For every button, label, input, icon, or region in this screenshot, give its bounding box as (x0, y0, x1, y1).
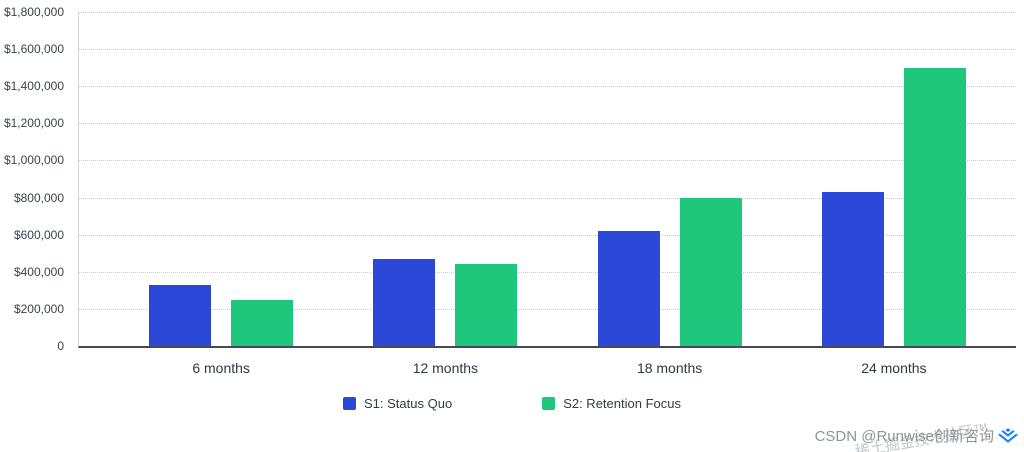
legend-item[interactable]: S1: Status Quo (343, 396, 452, 411)
bar-series2-18-months (679, 197, 742, 346)
y-axis-tick-label: $600,000 (13, 227, 64, 242)
x-axis-tick-label: 18 months (636, 360, 703, 376)
bar-series1-12-months (373, 258, 436, 346)
bar-group: 12 months (373, 258, 518, 376)
gridline (79, 86, 1016, 88)
gridline (79, 308, 1016, 310)
watermark-text: CSDN @Runwise创新咨询 (814, 428, 994, 445)
legend-label: S1: Status Quo (364, 396, 453, 411)
bar-series1-6-months (149, 284, 212, 346)
gridline (79, 123, 1016, 125)
y-axis-tick-label: $1,400,000 (3, 79, 64, 94)
y-axis-tick-label: $1,600,000 (3, 42, 64, 57)
gridline (79, 234, 1016, 236)
gridline (79, 271, 1016, 273)
x-axis-tick-label: 6 months (192, 360, 250, 376)
bars-row (149, 284, 294, 346)
y-axis-tick-label: 0 (57, 339, 64, 353)
y-axis-tick-label: $400,000 (13, 264, 64, 279)
y-axis-tick-label: $1,200,000 (3, 116, 64, 131)
legend: S1: Status Quo S2: Retention Focus (0, 396, 1024, 411)
bar-series2-24-months (903, 67, 966, 346)
y-axis-labels: 0 $200,000 $400,000 $600,000 $800,000 $1,000,… (0, 5, 70, 353)
legend-swatch (343, 397, 357, 410)
y-axis-tick-label: $1,800,000 (3, 5, 64, 19)
bar-groups: 6 months 12 months 18 months 24 months (79, 12, 1016, 376)
bar-series2-12-months (455, 264, 518, 346)
bars-row (597, 197, 742, 346)
bars-row (373, 258, 518, 346)
y-axis-tick-label: $800,000 (13, 190, 64, 205)
legend-label: S2: Retention Focus (563, 396, 681, 411)
x-axis-tick-label: 24 months (861, 360, 927, 376)
bars-row (821, 67, 966, 346)
gridline (79, 12, 1016, 13)
bar-series1-24-months (821, 192, 884, 346)
bar-group: 18 months (597, 197, 742, 376)
legend-item[interactable]: S2: Retention Focus (542, 396, 681, 411)
juejin-logo-icon (998, 428, 1018, 443)
legend-swatch (542, 397, 556, 410)
y-axis-tick-label: $200,000 (13, 301, 64, 316)
bar-group: 6 months (149, 284, 294, 376)
bar-series2-6-months (231, 299, 294, 346)
watermark: 稀土掘金技术社区™ CSDN @Runwise创新咨询 (760, 404, 1020, 452)
plot-area: 6 months 12 months 18 months 24 months (78, 12, 1016, 376)
y-axis-tick-label: $1,000,000 (3, 153, 64, 168)
gridline (79, 197, 1016, 199)
bar-series1-18-months (597, 230, 660, 346)
bar-group: 24 months (821, 67, 966, 376)
gridline (79, 160, 1016, 162)
gridline (79, 49, 1016, 51)
x-axis-tick-label: 12 months (412, 360, 479, 376)
